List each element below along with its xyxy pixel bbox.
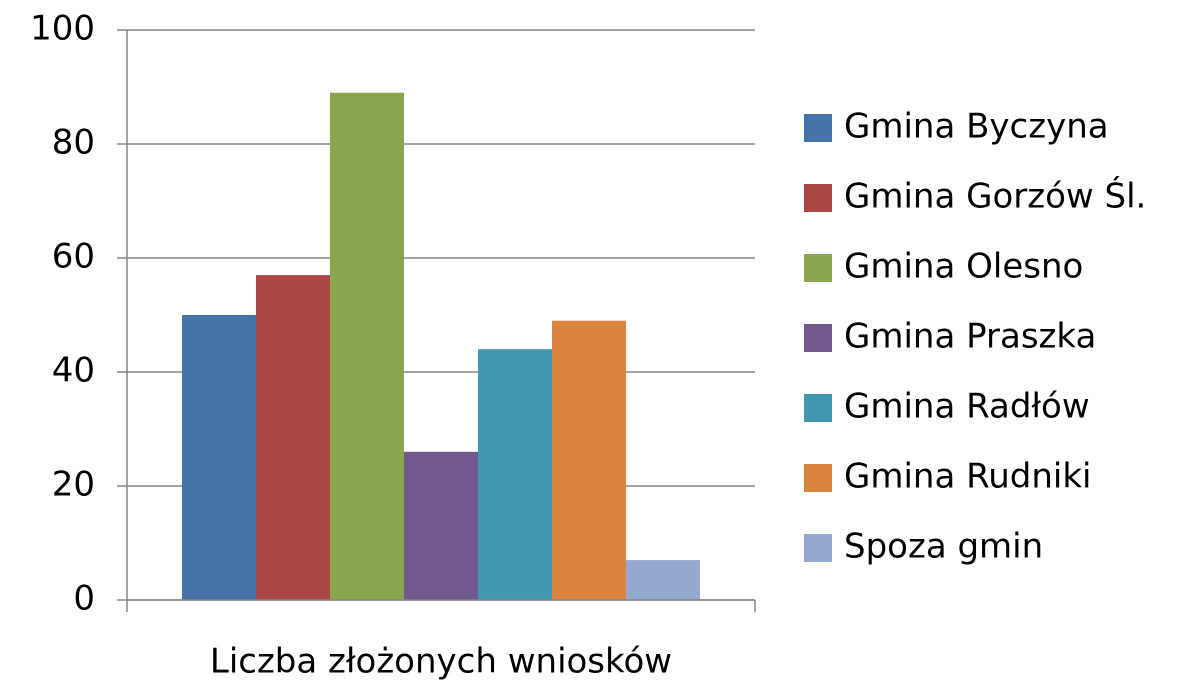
legend-label: Gmina Byczyna xyxy=(844,107,1109,147)
bar xyxy=(329,92,404,600)
bar xyxy=(552,320,627,600)
y-tick-label: 20 xyxy=(52,465,95,505)
bar xyxy=(626,560,701,600)
legend-swatch xyxy=(804,184,832,212)
bar xyxy=(181,315,256,600)
y-tick-label: 60 xyxy=(52,237,95,277)
bar xyxy=(403,451,479,600)
legend-swatch xyxy=(804,534,832,562)
bar xyxy=(478,349,553,600)
legend-swatch xyxy=(804,254,832,282)
legend-label: Gmina Rudniki xyxy=(844,457,1091,497)
legend-label: Spoza gmin xyxy=(844,527,1043,567)
y-tick-label: 80 xyxy=(52,123,95,163)
y-tick-label: 0 xyxy=(73,579,95,619)
y-tick-label: 100 xyxy=(30,9,95,49)
legend-label: Gmina Radłów xyxy=(844,387,1090,427)
legend-swatch xyxy=(804,324,832,352)
legend-swatch xyxy=(804,114,832,142)
legend-label: Gmina Gorzów Śl. xyxy=(844,176,1146,217)
bar xyxy=(255,275,330,600)
legend-label: Gmina Praszka xyxy=(844,317,1096,357)
legend-swatch xyxy=(804,464,832,492)
legend-swatch xyxy=(804,394,832,422)
legend-label: Gmina Olesno xyxy=(844,247,1083,287)
y-tick-label: 40 xyxy=(52,351,95,391)
x-tick-label: Liczba złożonych wniosków xyxy=(210,642,672,681)
